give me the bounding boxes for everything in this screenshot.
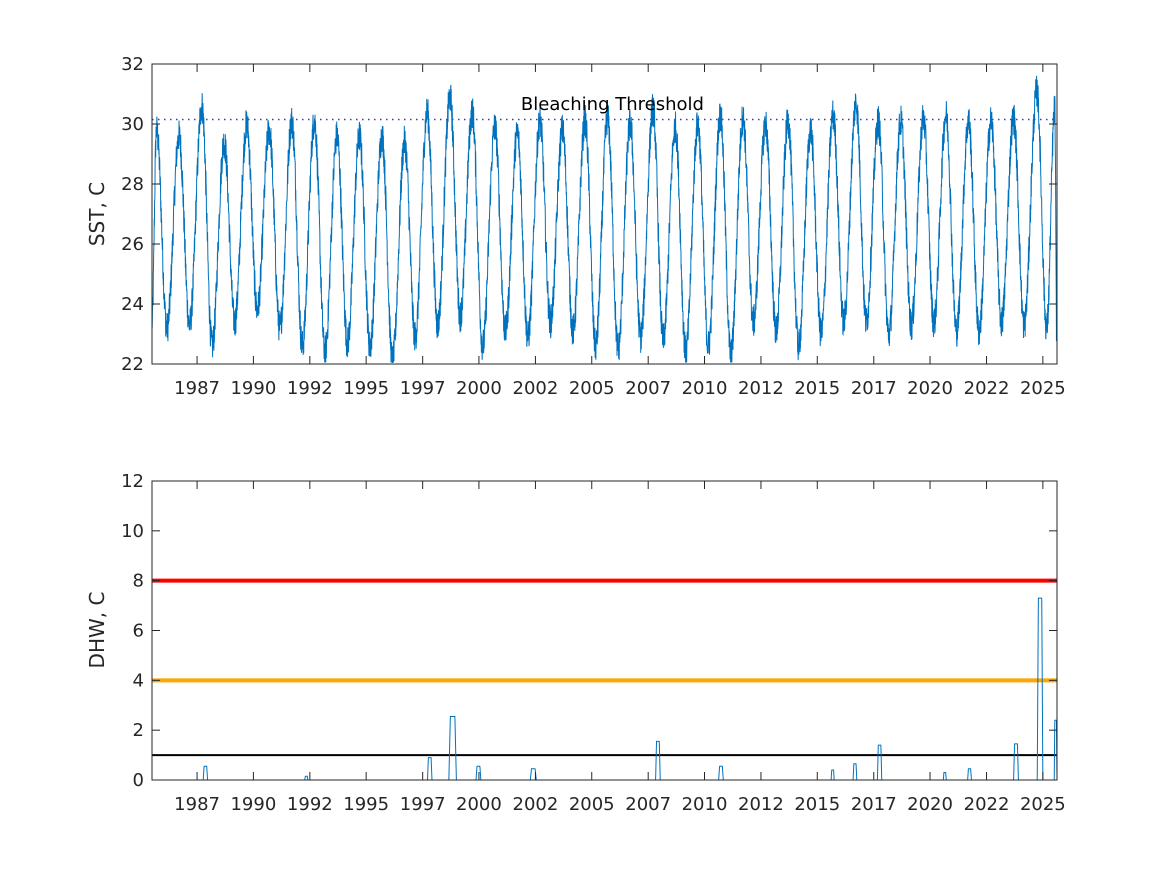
dhw-x-tick-label: 2022 bbox=[964, 794, 1010, 815]
sst-y-tick-label: 24 bbox=[121, 294, 144, 315]
sst-x-tick-label: 1992 bbox=[287, 378, 333, 399]
dhw-y-tick-label: 10 bbox=[121, 521, 144, 542]
dhw-x-tick-label: 2002 bbox=[513, 794, 559, 815]
dhw-x-ticks: 1987 1990 1992 1995 1997 2000 2002 2005 2007 2010… bbox=[174, 481, 1066, 815]
dhw-y-tick-label: 8 bbox=[133, 571, 144, 592]
dhw-y-tick-label: 4 bbox=[133, 670, 144, 691]
sst-x-ticks: 1987 1990 1992 1995 1997 2000 2002 2005 2007 2010… bbox=[174, 64, 1066, 399]
dhw-y-tick-label: 12 bbox=[121, 471, 144, 492]
sst-series-group bbox=[151, 75, 1058, 363]
sst-y-tick-label: 26 bbox=[121, 234, 144, 255]
sst-x-tick-label: 2002 bbox=[513, 378, 559, 399]
sst-x-tick-label: 2022 bbox=[964, 378, 1010, 399]
dhw-x-tick-label: 1997 bbox=[400, 794, 446, 815]
sst-series-line bbox=[151, 75, 1058, 363]
dhw-x-tick-label: 1995 bbox=[343, 794, 389, 815]
dhw-x-tick-label: 1992 bbox=[287, 794, 333, 815]
dhw-x-tick-label: 2012 bbox=[738, 794, 784, 815]
sst-x-tick-label: 2012 bbox=[738, 378, 784, 399]
dhw-y-ticks: 0 2 4 6 8 10 12 bbox=[121, 471, 1057, 791]
sst-x-tick-label: 2015 bbox=[794, 378, 840, 399]
sst-x-tick-label: 2005 bbox=[569, 378, 615, 399]
sst-y-tick-label: 22 bbox=[121, 354, 144, 375]
dhw-x-tick-label: 1990 bbox=[230, 794, 276, 815]
sst-y-tick-label: 28 bbox=[121, 174, 144, 195]
dhw-plot-area bbox=[152, 481, 1057, 780]
sst-x-tick-label: 2020 bbox=[907, 378, 953, 399]
dhw-x-tick-label: 2015 bbox=[794, 794, 840, 815]
sst-y-tick-label: 30 bbox=[121, 114, 144, 135]
sst-y-tick-label: 32 bbox=[121, 54, 144, 75]
bleaching-threshold-label: Bleaching Threshold bbox=[521, 94, 704, 115]
dhw-x-tick-label: 2017 bbox=[851, 794, 897, 815]
dhw-x-tick-label: 2010 bbox=[682, 794, 728, 815]
dhw-x-tick-label: 2000 bbox=[456, 794, 502, 815]
sst-x-tick-label: 2010 bbox=[682, 378, 728, 399]
sst-x-tick-label: 1997 bbox=[400, 378, 446, 399]
dhw-x-tick-label: 1987 bbox=[174, 794, 220, 815]
sst-x-tick-label: 1987 bbox=[174, 378, 220, 399]
sst-x-tick-label: 2017 bbox=[851, 378, 897, 399]
sst-y-axis-label: SST, C bbox=[85, 182, 109, 246]
sst-y-ticks: 22 24 26 28 30 32 bbox=[121, 54, 1057, 375]
dhw-y-axis-label: DHW, C bbox=[85, 592, 109, 669]
dhw-x-tick-label: 2005 bbox=[569, 794, 615, 815]
dhw-reference-lines bbox=[152, 578, 1057, 757]
sst-x-tick-label: 1995 bbox=[343, 378, 389, 399]
dhw-x-tick-label: 2025 bbox=[1020, 794, 1066, 815]
dhw-x-tick-label: 2007 bbox=[625, 794, 671, 815]
dhw-y-tick-label: 6 bbox=[133, 621, 144, 642]
dhw-y-tick-label: 0 bbox=[133, 770, 144, 791]
sst-panel: 22 24 26 28 30 32 1987 1990 1992 1995 1997 2000 200… bbox=[85, 54, 1066, 399]
dhw-x-tick-label: 2020 bbox=[907, 794, 953, 815]
sst-x-tick-label: 1990 bbox=[230, 378, 276, 399]
sst-x-tick-label: 2000 bbox=[456, 378, 502, 399]
dhw-y-tick-label: 2 bbox=[133, 720, 144, 741]
sst-x-tick-label: 2007 bbox=[625, 378, 671, 399]
dhw-panel: 0 2 4 6 8 10 12 1987 1990 1992 1995 1997 2000 2002 20… bbox=[85, 471, 1066, 815]
sst-x-tick-label: 2025 bbox=[1020, 378, 1066, 399]
sst-axes-box bbox=[151, 63, 1058, 365]
